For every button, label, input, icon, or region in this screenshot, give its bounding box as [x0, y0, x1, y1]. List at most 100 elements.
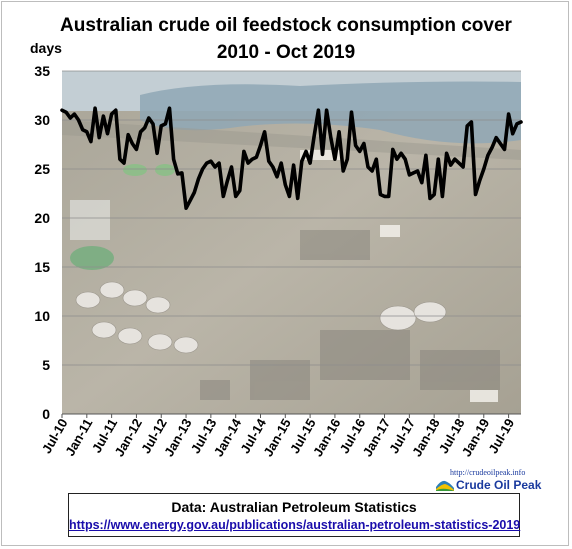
data-point: [168, 107, 171, 109]
data-point: [210, 160, 212, 162]
data-point: [470, 121, 472, 123]
data-point: [483, 168, 485, 170]
data-point: [429, 197, 431, 199]
data-point: [445, 152, 448, 154]
data-point: [102, 115, 104, 117]
data-point: [239, 189, 241, 192]
data-point: [313, 135, 315, 137]
data-point: [127, 134, 129, 136]
data-point: [417, 170, 419, 172]
data-point: [272, 166, 274, 168]
data-point: [247, 162, 249, 164]
data-point: [222, 195, 224, 198]
data-point: [106, 133, 109, 135]
data-point: [77, 119, 80, 121]
data-point: [268, 160, 270, 162]
data-point: [499, 142, 501, 145]
data-point: [479, 180, 481, 182]
data-point: [156, 152, 158, 154]
data-point: [458, 162, 460, 164]
data-point: [264, 131, 266, 133]
data-point: [111, 113, 113, 115]
data-point: [284, 184, 286, 186]
series-line: [60, 106, 523, 210]
data-point: [226, 180, 229, 182]
data-point: [516, 123, 518, 125]
data-point: [131, 142, 133, 145]
y-axis-label: days: [30, 40, 62, 56]
logo-name: Crude Oil Peak: [456, 478, 542, 492]
data-point: [520, 121, 522, 123]
source-link[interactable]: https://www.energy.gov.au/publications/a…: [69, 518, 521, 532]
data-point: [61, 109, 63, 111]
data-point: [375, 158, 377, 160]
data-point: [305, 150, 307, 152]
data-point: [65, 111, 67, 113]
data-point: [82, 129, 84, 131]
source-box: Data: Australian Petroleum Statistics ht…: [68, 493, 520, 537]
logo-url: http://crudeoilpeak.info: [450, 468, 526, 477]
data-point: [363, 142, 365, 145]
data-point: [197, 178, 200, 180]
data-point: [309, 162, 311, 164]
data-point: [144, 127, 146, 129]
data-point: [354, 144, 357, 147]
chart-title-line2: 2010 - Oct 2019: [216, 42, 356, 63]
data-point: [388, 195, 390, 198]
y-tick-label: 30: [34, 112, 50, 128]
data-point: [235, 195, 237, 198]
data-point: [474, 193, 477, 196]
data-point: [396, 158, 398, 160]
y-tick-label: 10: [34, 308, 50, 324]
data-point: [123, 162, 125, 164]
crude-oil-peak-logo: http://crudeoilpeak.info Crude Oil Peak: [436, 468, 546, 494]
data-point: [301, 160, 303, 162]
data-point: [86, 131, 88, 133]
data-point: [326, 109, 328, 111]
chart-title: Australian crude oil feedstock consumpti…: [0, 12, 572, 66]
y-tick-label: 35: [34, 63, 50, 79]
data-point: [292, 164, 295, 166]
data-point: [383, 195, 386, 198]
data-point: [367, 166, 369, 168]
data-point: [206, 162, 208, 164]
data-point: [487, 154, 489, 156]
data-point: [379, 193, 382, 196]
data-point: [185, 207, 187, 209]
data-point: [280, 162, 282, 164]
data-point: [297, 197, 299, 199]
y-tick-label: 25: [34, 161, 50, 177]
data-point: [164, 123, 166, 125]
data-point: [189, 199, 191, 201]
data-point: [160, 125, 162, 127]
data-point: [330, 137, 332, 139]
y-tick-label: 15: [34, 259, 50, 275]
data-point: [404, 158, 406, 160]
refinery-background-photo: [62, 71, 521, 414]
data-point: [214, 166, 216, 168]
y-tick-label: 0: [42, 406, 50, 422]
data-point: [503, 148, 506, 150]
data-point: [288, 195, 291, 198]
data-point: [90, 140, 92, 143]
data-point: [259, 144, 262, 147]
data-point: [317, 109, 319, 111]
data-point: [193, 191, 195, 194]
data-point: [148, 117, 150, 119]
line-chart: 0 5 10 15 20 25 30 35 Jul-10Jan-11Jul-11Jan-12J…: [34, 63, 523, 459]
data-point: [135, 148, 138, 150]
y-tick-label: 20: [34, 210, 50, 226]
data-point: [255, 156, 257, 158]
data-point: [495, 137, 497, 139]
data-point: [338, 131, 340, 133]
data-point: [181, 172, 183, 174]
data-point: [371, 170, 373, 172]
data-point: [350, 111, 353, 113]
oil-peak-chart-icon: [436, 478, 454, 491]
data-point: [119, 158, 121, 160]
data-point: [441, 195, 444, 198]
data-point: [73, 113, 76, 115]
data-point: [359, 150, 361, 152]
data-point: [243, 150, 245, 152]
data-point: [433, 193, 435, 196]
